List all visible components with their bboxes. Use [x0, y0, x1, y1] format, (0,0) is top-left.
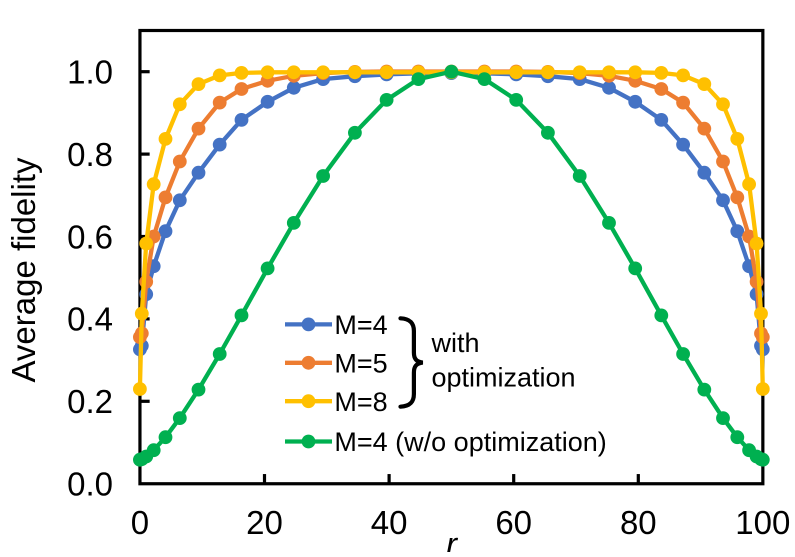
svg-text:optimization: optimization — [432, 363, 576, 393]
svg-text:0.2: 0.2 — [67, 383, 113, 420]
svg-text:40: 40 — [371, 504, 408, 541]
svg-text:r: r — [446, 526, 459, 553]
svg-text:20: 20 — [246, 504, 283, 541]
svg-text:100: 100 — [735, 504, 790, 541]
svg-text:0.4: 0.4 — [67, 301, 113, 338]
svg-text:M=4 (w/o optimization): M=4 (w/o optimization) — [334, 427, 606, 457]
svg-text:0.0: 0.0 — [67, 466, 113, 503]
svg-text:Average fidelity: Average fidelity — [5, 157, 42, 383]
svg-text:60: 60 — [495, 504, 532, 541]
svg-text:0: 0 — [131, 504, 149, 541]
svg-text:M=5: M=5 — [334, 349, 387, 379]
svg-text:with: with — [431, 328, 480, 358]
svg-text:M=4: M=4 — [334, 310, 387, 340]
svg-text:0.6: 0.6 — [67, 218, 113, 255]
svg-text:0.8: 0.8 — [67, 136, 113, 173]
svg-text:80: 80 — [620, 504, 657, 541]
svg-text:M=8: M=8 — [334, 387, 387, 417]
svg-text:1.0: 1.0 — [67, 54, 113, 91]
